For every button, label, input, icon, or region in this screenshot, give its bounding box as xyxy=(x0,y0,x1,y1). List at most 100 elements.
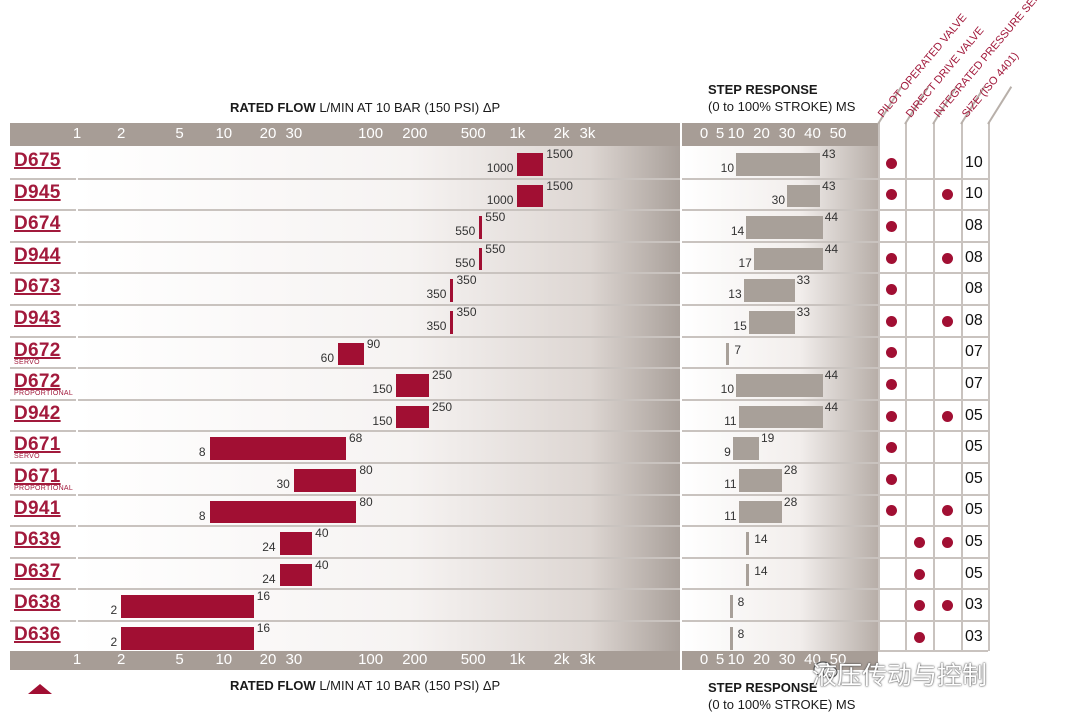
flow-tick-bottom: 2 xyxy=(117,651,126,668)
row-divider xyxy=(10,525,988,527)
valve-size: 08 xyxy=(965,311,983,329)
step-tick-top: 5 xyxy=(715,125,725,142)
valve-size: 10 xyxy=(965,185,983,203)
flow-max-label: 350 xyxy=(456,305,477,319)
flow-max-label: 250 xyxy=(432,368,453,383)
row-divider xyxy=(10,336,988,338)
valve-size: 05 xyxy=(965,438,983,456)
row-divider xyxy=(10,494,988,496)
step-max-label: 33 xyxy=(796,305,810,319)
model-name: D671 xyxy=(14,434,61,456)
step-response-bar xyxy=(738,500,782,524)
step-max-label: 44 xyxy=(824,368,839,383)
flow-max-label: 40 xyxy=(315,557,329,572)
flow-tick-top: 20 xyxy=(259,125,277,142)
wechat-icon xyxy=(813,661,838,679)
step-response-bar xyxy=(787,184,821,208)
flow-min-label: 2 xyxy=(110,635,118,649)
pressure-sensor-dot xyxy=(942,537,953,548)
step-value-label: 7 xyxy=(734,342,742,357)
model-subtype: PROPORTIONAL xyxy=(14,485,74,492)
flow-range-bar xyxy=(279,563,313,587)
row-divider xyxy=(10,304,988,306)
flow-max-label: 90 xyxy=(366,336,381,351)
valve-size: 08 xyxy=(965,248,983,266)
model-name: D943 xyxy=(14,308,61,329)
flow-tick-bottom: 2k xyxy=(553,651,570,668)
direct-drive-dot xyxy=(914,631,925,643)
valve-size: 05 xyxy=(965,564,983,582)
step-response-bar xyxy=(729,595,733,618)
model-name: D639 xyxy=(14,529,61,551)
pilot-operated-dot xyxy=(886,284,897,296)
flow-tick-bottom: 3k xyxy=(579,651,596,668)
flow-range-bar xyxy=(121,627,254,650)
flow-max-label: 1500 xyxy=(546,147,573,161)
flow-tick-bottom: 500 xyxy=(460,651,486,668)
step-tick-top: 30 xyxy=(778,125,796,142)
flow-range-bar xyxy=(450,279,454,302)
model-name: D636 xyxy=(14,624,61,645)
model-name: D674 xyxy=(14,213,61,235)
pressure-sensor-dot xyxy=(942,189,953,201)
left-label-panel xyxy=(10,146,77,651)
step-tick-bottom: 0 xyxy=(699,651,709,668)
flow-range-bar xyxy=(450,311,454,334)
step-min-label: 17 xyxy=(738,255,752,270)
flow-tick-top: 10 xyxy=(215,125,233,142)
back-to-top-triangle-icon[interactable] xyxy=(28,684,52,694)
flow-max-label: 550 xyxy=(485,210,506,225)
panel-separator xyxy=(76,146,78,651)
flow-tick-bottom: 200 xyxy=(402,651,428,668)
table-column-line xyxy=(905,123,907,651)
pressure-sensor-dot xyxy=(942,315,953,327)
model-name: D675 xyxy=(14,150,61,171)
flow-range-bar xyxy=(209,437,346,460)
step-min-label: 11 xyxy=(724,508,737,523)
valve-size: 03 xyxy=(965,596,983,614)
flow-min-label: 8 xyxy=(198,508,206,523)
flow-tick-bottom: 30 xyxy=(285,651,303,668)
step-max-label: 28 xyxy=(783,494,798,509)
step-min-label: 9 xyxy=(724,445,731,460)
flow-max-label: 1500 xyxy=(546,178,573,193)
pilot-operated-dot xyxy=(886,252,897,264)
row-divider xyxy=(10,241,988,243)
step-response-bar xyxy=(726,342,730,366)
step-axis-bar-top xyxy=(682,123,878,146)
step-tick-bottom: 10 xyxy=(727,651,745,668)
step-min-label: 13 xyxy=(728,287,742,302)
step-value-label: 14 xyxy=(754,563,768,578)
table-column-line xyxy=(988,123,990,651)
direct-drive-dot xyxy=(914,537,925,548)
flow-range-bar xyxy=(209,500,357,524)
pilot-operated-dot xyxy=(886,347,897,359)
flow-max-label: 16 xyxy=(256,621,271,635)
flow-min-label: 150 xyxy=(372,413,393,428)
flow-axis-title-top: RATED FLOW L/MIN AT 10 BAR (150 PSI) ΔP xyxy=(230,100,501,115)
row-divider xyxy=(10,620,988,622)
pilot-operated-dot xyxy=(886,221,897,232)
flow-min-label: 24 xyxy=(262,571,276,586)
table-bottom-line xyxy=(878,650,988,652)
flow-max-label: 68 xyxy=(349,431,363,446)
step-max-label: 33 xyxy=(796,273,810,288)
step-response-bar xyxy=(746,216,823,239)
flow-min-label: 1000 xyxy=(486,161,514,175)
step-min-label: 15 xyxy=(733,319,747,333)
flow-min-label: 550 xyxy=(455,224,476,239)
model-subtype: PROPORTIONAL xyxy=(14,390,74,398)
direct-drive-dot xyxy=(914,568,925,580)
flow-range-bar xyxy=(396,374,429,397)
step-tick-bottom: 5 xyxy=(715,651,725,668)
step-tick-bottom: 50 xyxy=(829,651,847,668)
flow-tick-bottom: 100 xyxy=(358,651,384,668)
flow-min-label: 8 xyxy=(198,445,206,460)
step-value-label: 8 xyxy=(737,595,745,610)
pilot-operated-dot xyxy=(886,505,897,517)
row-divider xyxy=(10,367,988,369)
step-response-bar xyxy=(753,247,823,271)
model-name: D673 xyxy=(14,276,61,298)
model-name: D942 xyxy=(14,402,61,424)
